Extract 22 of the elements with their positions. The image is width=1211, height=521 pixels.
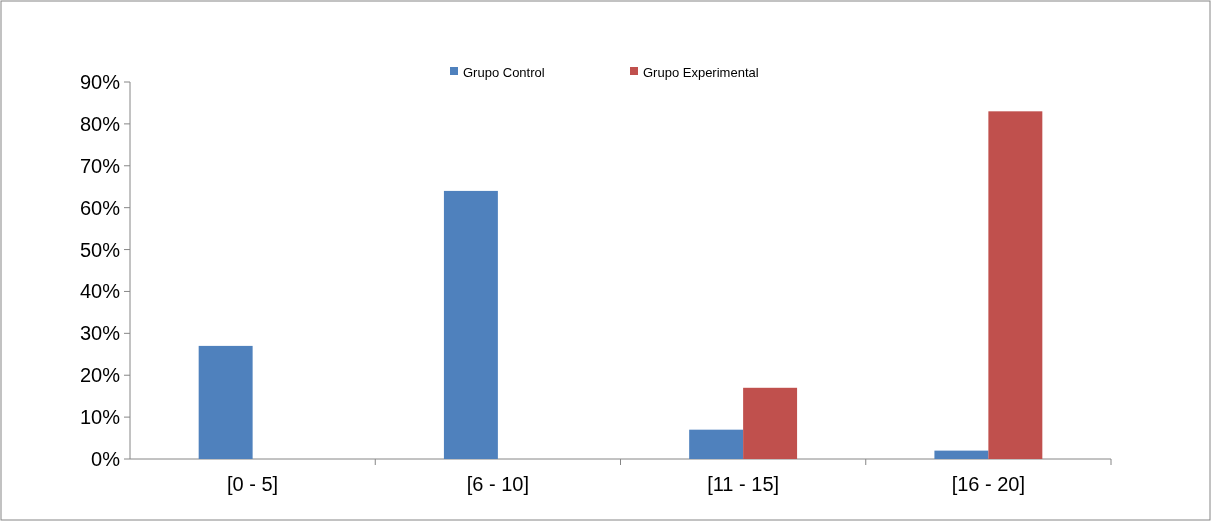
bar [443, 190, 498, 459]
y-tick-label: 70% [79, 154, 121, 177]
bar [934, 450, 989, 459]
y-tick-label: 10% [79, 406, 121, 429]
y-tick-label: 30% [79, 322, 121, 345]
y-tick-label: 90% [79, 71, 121, 93]
y-tick-label: 0% [91, 448, 121, 470]
y-tick-label: 60% [79, 196, 121, 219]
bar [198, 345, 253, 459]
x-tick-label: [11 - 15] [707, 473, 780, 495]
x-tick-label: [0 - 5] [227, 473, 279, 495]
y-tick-label: 50% [79, 238, 121, 261]
legend-label: Grupo Experimental [643, 64, 759, 80]
bar [689, 429, 744, 459]
bar [743, 387, 798, 459]
x-tick-label: [16 - 20] [951, 473, 1026, 495]
x-tick-label: [6 - 10] [466, 473, 530, 495]
bar [988, 111, 1043, 459]
legend-label: Grupo Control [463, 64, 545, 80]
y-tick-label: 20% [79, 364, 121, 387]
y-tick-label: 40% [79, 280, 121, 303]
y-tick-label: 80% [79, 112, 121, 135]
